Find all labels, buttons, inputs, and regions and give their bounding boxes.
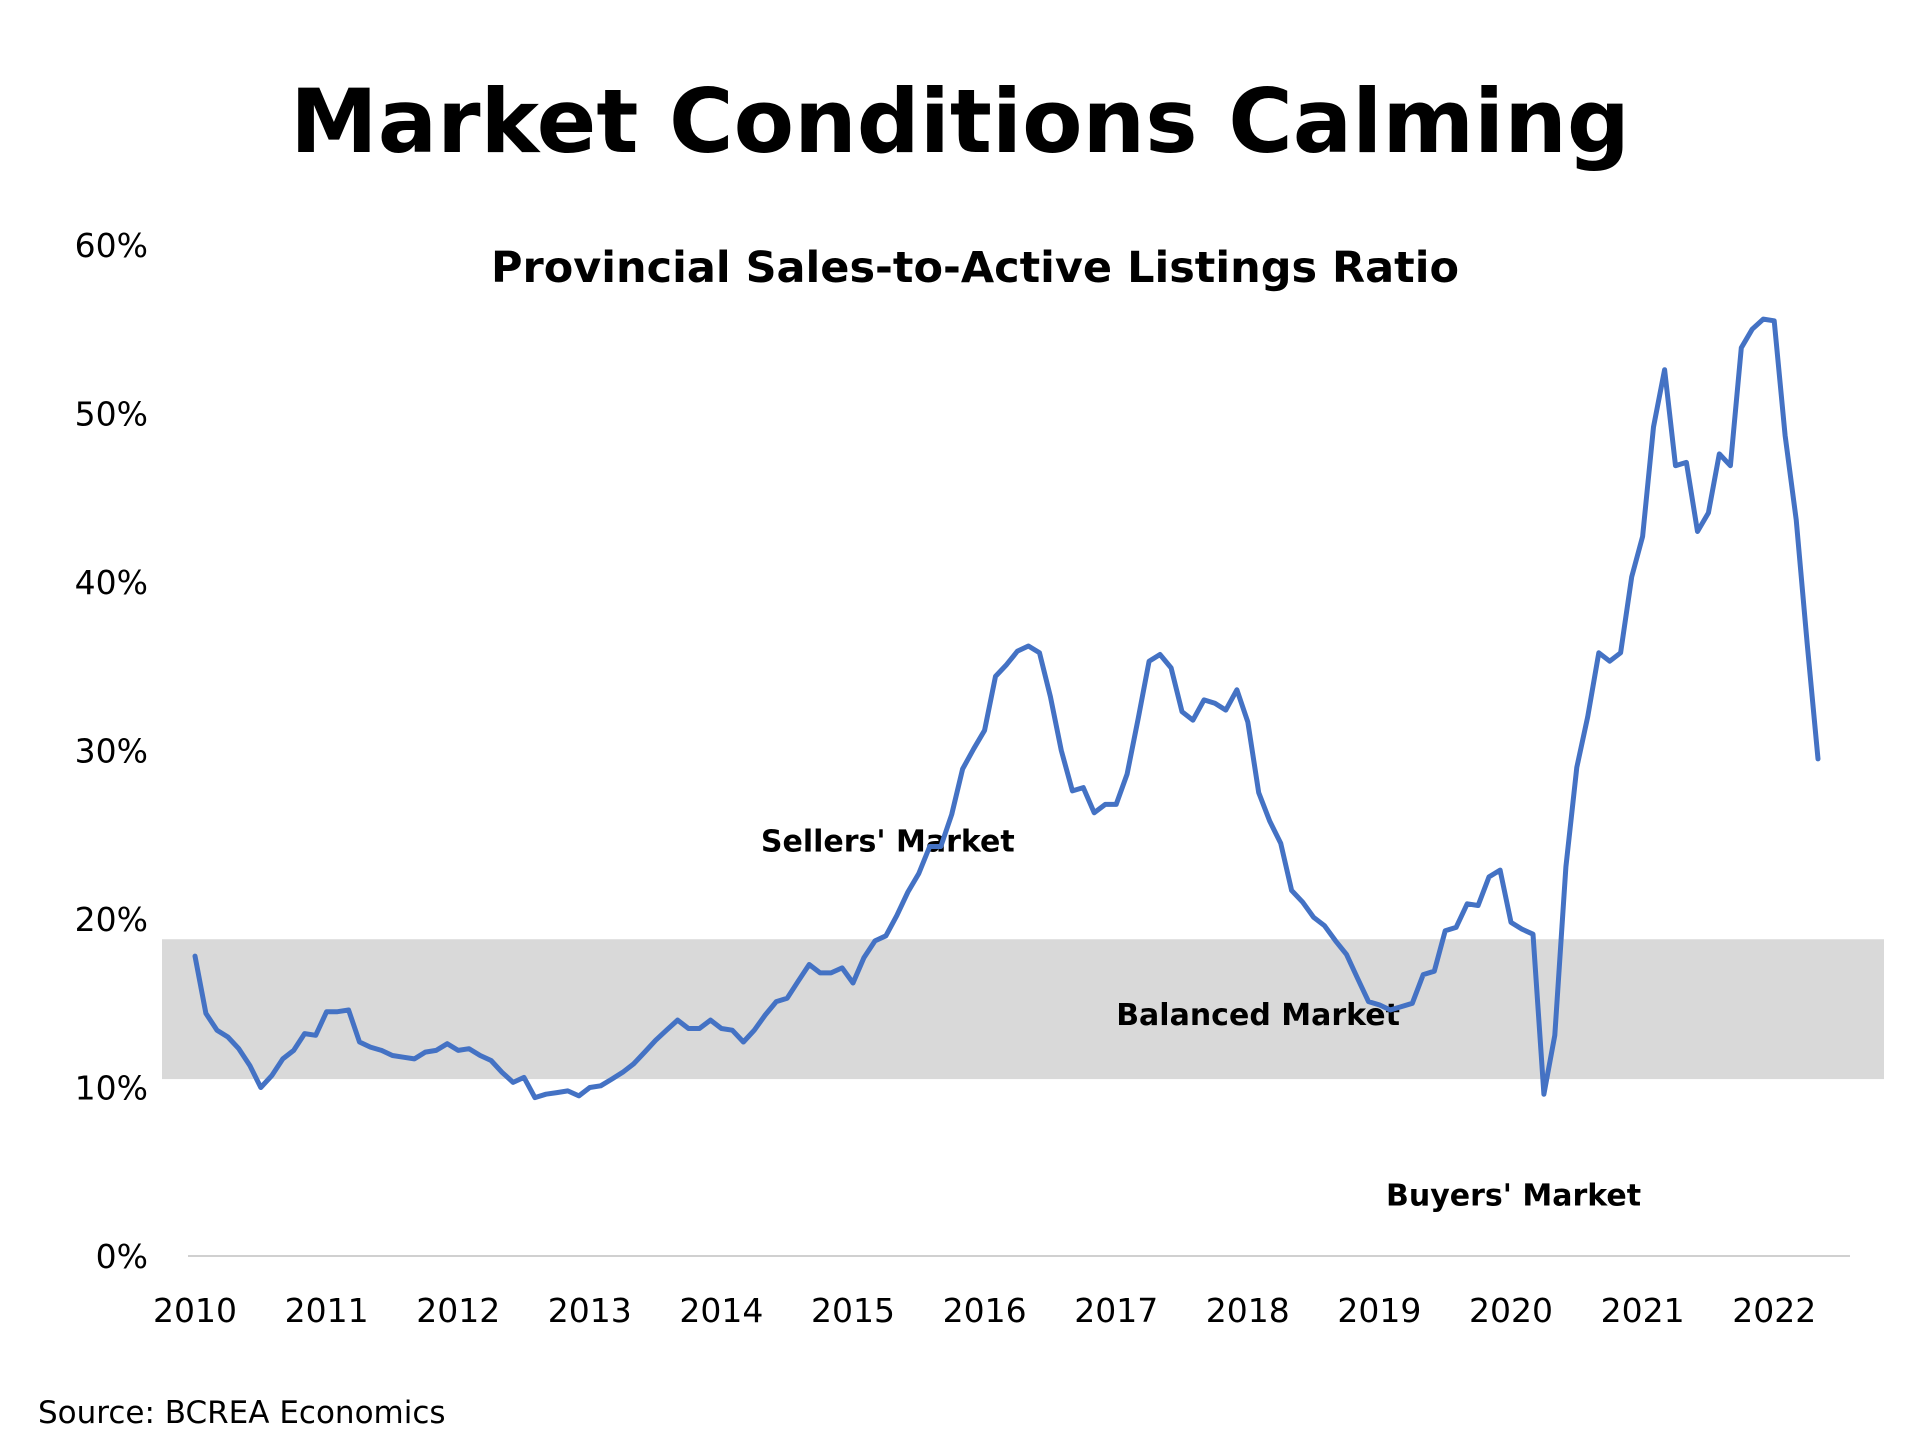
chart-title: Provincial Sales-to-Active Listings Rati… [491, 243, 1459, 293]
x-tick-label: 2020 [1469, 1291, 1553, 1330]
y-tick-label: 10% [75, 1069, 148, 1108]
y-tick-label: 30% [75, 732, 148, 771]
zone-label: Sellers' Market [761, 825, 1015, 860]
zone-labels: Sellers' Market Balanced Market Buyers' Ma… [761, 825, 1641, 1214]
x-tick-label: 2021 [1601, 1291, 1685, 1330]
x-tick-label: 2017 [1074, 1291, 1158, 1330]
x-tick-label: 2022 [1732, 1291, 1816, 1330]
x-tick-label: 2011 [285, 1291, 369, 1330]
x-tick-label: 2018 [1206, 1291, 1290, 1330]
source-note: Source: BCREA Economics [38, 1395, 446, 1431]
zone-label: Buyers' Market [1386, 1178, 1641, 1213]
page-title: Market Conditions Calming [290, 70, 1630, 173]
y-tick-labels: 0% 10% 20% 30% 40% 50% 60% [75, 226, 148, 1276]
zone-label: Balanced Market [1116, 998, 1400, 1033]
x-tick-label: 2015 [811, 1291, 895, 1330]
y-tick-label: 50% [75, 395, 148, 434]
series-line [192, 316, 1821, 1101]
y-tick-label: 40% [75, 563, 148, 602]
x-tick-label: 2013 [548, 1291, 632, 1330]
y-tick-label: 0% [96, 1237, 148, 1276]
x-tick-label: 2019 [1337, 1291, 1421, 1330]
y-tick-label: 20% [75, 900, 148, 939]
x-tick-label: 2010 [153, 1291, 237, 1330]
x-tick-label: 2014 [679, 1291, 763, 1330]
x-tick-label: 2016 [943, 1291, 1027, 1330]
balanced-market-band [162, 939, 1884, 1080]
x-tick-labels: 2010 2011 2012 2013 2014 2015 2016 2017 2018 2019… [153, 1291, 1816, 1330]
y-tick-label: 60% [75, 226, 148, 265]
x-tick-label: 2012 [416, 1291, 500, 1330]
